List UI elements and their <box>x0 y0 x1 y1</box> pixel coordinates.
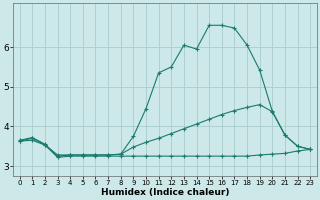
X-axis label: Humidex (Indice chaleur): Humidex (Indice chaleur) <box>101 188 229 197</box>
